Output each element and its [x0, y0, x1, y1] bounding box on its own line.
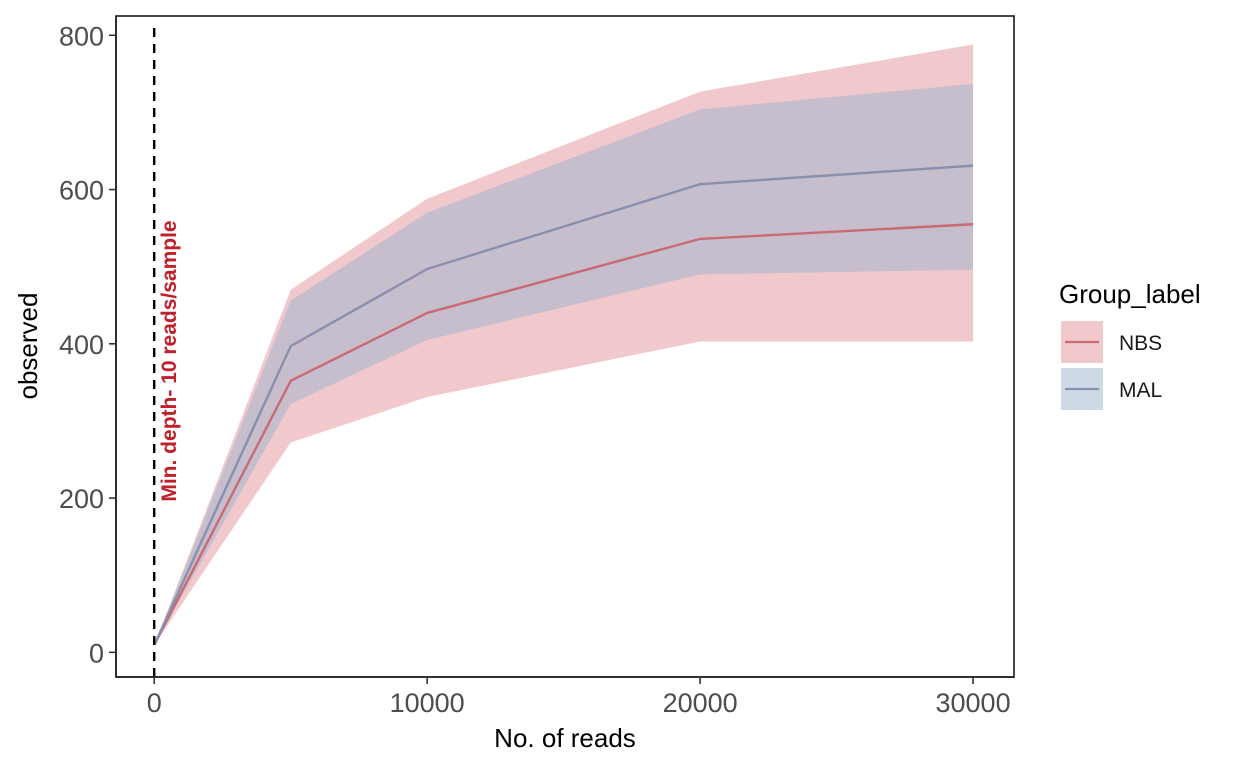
y-axis-title: observed: [13, 293, 43, 400]
legend-items: NBS MAL: [1061, 321, 1162, 410]
y-tick-label: 600: [59, 176, 104, 206]
band-mal: [154, 83, 974, 645]
legend-title: Group_label: [1059, 279, 1201, 309]
x-axis-title: No. of reads: [494, 723, 636, 753]
line-nbs: [153, 223, 974, 646]
min-depth-label: Min. depth- 10 reads/sample: [158, 220, 181, 501]
y-tick-label: 400: [59, 330, 104, 360]
y-tick-label: 200: [59, 484, 104, 514]
line-mal: [153, 164, 974, 646]
x-tick-label: 10000: [390, 688, 465, 718]
min-depth-reference-line: Min. depth- 10 reads/sample: [153, 28, 181, 677]
legend-label-nbs: NBS: [1119, 332, 1162, 355]
x-axis: 0 10000 20000 30000: [116, 676, 1014, 718]
confidence-bands: [154, 44, 974, 645]
series-lines: [153, 164, 974, 646]
x-tick-label: 30000: [936, 688, 1011, 718]
y-tick-label: 800: [59, 21, 104, 51]
x-tick-label: 0: [147, 688, 162, 718]
y-tick-label: 0: [89, 638, 104, 668]
legend-label-mal: MAL: [1119, 379, 1162, 402]
y-axis: 0 200 400 600 800: [59, 16, 117, 677]
x-tick-label: 20000: [663, 688, 738, 718]
legend: Group_label NBS MAL: [1059, 279, 1201, 410]
